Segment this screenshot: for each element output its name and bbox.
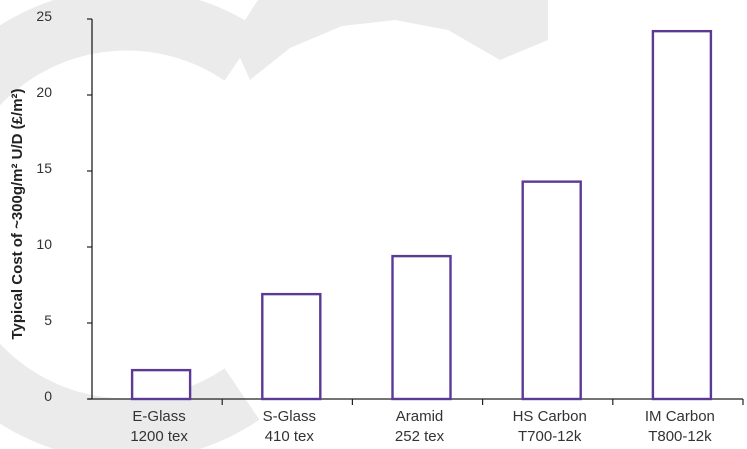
y-tick-label: 5 [44, 312, 52, 328]
bar [651, 29, 713, 401]
watermark-logo [0, 0, 548, 449]
x-tick-label: S-Glass [263, 408, 316, 425]
x-tick-label: T800-12k [648, 428, 712, 445]
x-tick-label: 410 tex [265, 428, 315, 445]
watermark-arc [0, 0, 260, 449]
y-axis-title: Typical Cost of ~300g/m² U/D (£/m²) [9, 88, 26, 339]
y-tick-label: 0 [44, 388, 52, 404]
bar [261, 292, 322, 401]
x-tick-label: 1200 tex [130, 428, 188, 445]
y-tick-label: 20 [36, 84, 52, 100]
bars [130, 29, 713, 401]
x-tick-label: E-Glass [132, 408, 185, 425]
y-tick-labels: 0 5 10 15 20 25 [36, 8, 52, 404]
x-tick-label: T700-12k [518, 428, 582, 445]
y-tick-label: 10 [36, 236, 52, 252]
x-tick-labels: E-Glass 1200 tex S-Glass 410 tex Aramid 252 t… [130, 408, 715, 445]
y-tick-label: 15 [36, 160, 52, 176]
bar [130, 368, 192, 401]
y-tick-label: 25 [36, 8, 52, 24]
x-tick-label: 252 tex [395, 428, 445, 445]
watermark-shape [232, 0, 548, 80]
x-tick-label: Aramid [396, 408, 444, 425]
x-tick-label: HS Carbon [513, 408, 587, 425]
bar [391, 254, 452, 401]
bar [521, 180, 582, 401]
x-tick-label: IM Carbon [645, 408, 715, 425]
